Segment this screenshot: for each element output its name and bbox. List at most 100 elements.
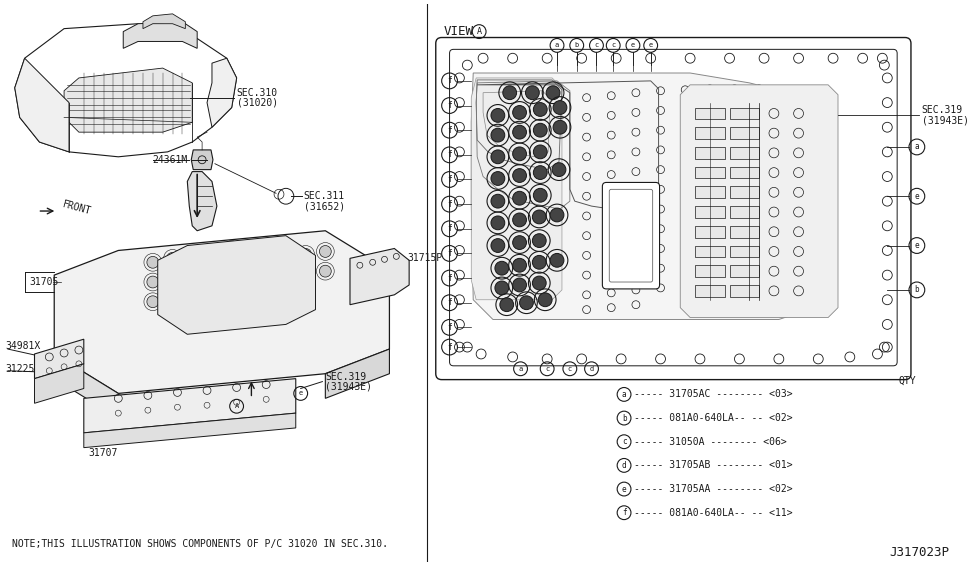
Circle shape xyxy=(526,86,539,100)
Polygon shape xyxy=(471,78,562,300)
Text: 31705: 31705 xyxy=(29,277,58,287)
Circle shape xyxy=(533,145,547,159)
Text: c: c xyxy=(622,437,626,446)
Polygon shape xyxy=(207,58,237,127)
Circle shape xyxy=(280,251,292,263)
Circle shape xyxy=(520,296,533,310)
Circle shape xyxy=(546,86,560,100)
Circle shape xyxy=(186,250,198,261)
Circle shape xyxy=(299,268,312,280)
Polygon shape xyxy=(34,364,84,404)
Bar xyxy=(695,127,724,139)
Text: e: e xyxy=(298,391,303,396)
Circle shape xyxy=(167,292,178,304)
Circle shape xyxy=(553,101,566,114)
Text: J317023P: J317023P xyxy=(889,546,950,559)
Text: f: f xyxy=(448,224,451,233)
Polygon shape xyxy=(34,339,84,379)
Polygon shape xyxy=(64,68,192,132)
Bar xyxy=(695,246,724,258)
Bar xyxy=(729,127,760,139)
Polygon shape xyxy=(15,58,69,152)
Bar xyxy=(729,285,760,297)
Circle shape xyxy=(320,265,332,277)
FancyBboxPatch shape xyxy=(603,182,659,289)
Polygon shape xyxy=(55,231,389,393)
Circle shape xyxy=(550,254,564,267)
Text: 31225: 31225 xyxy=(5,364,34,374)
Text: e: e xyxy=(915,192,919,201)
Text: d: d xyxy=(622,461,626,470)
Text: a: a xyxy=(555,42,559,49)
Text: SEC.311: SEC.311 xyxy=(303,191,345,201)
Polygon shape xyxy=(191,150,213,170)
Circle shape xyxy=(206,247,217,258)
Text: SEC.310: SEC.310 xyxy=(237,88,278,98)
Text: c: c xyxy=(595,42,599,49)
Bar xyxy=(695,285,724,297)
Text: 31715P: 31715P xyxy=(408,254,443,263)
Circle shape xyxy=(280,271,292,283)
Circle shape xyxy=(320,246,332,258)
Text: f: f xyxy=(622,508,626,517)
Bar xyxy=(695,265,724,277)
Circle shape xyxy=(538,293,552,307)
Text: f: f xyxy=(448,200,451,209)
Circle shape xyxy=(513,191,526,205)
Circle shape xyxy=(206,266,217,278)
Text: NOTE;THIS ILLUSTRATION SHOWS COMPONENTS OF P/C 31020 IN SEC.310.: NOTE;THIS ILLUSTRATION SHOWS COMPONENTS … xyxy=(12,539,388,549)
Text: f: f xyxy=(448,342,451,351)
Text: c: c xyxy=(567,366,572,372)
Circle shape xyxy=(513,147,526,161)
Text: ----- 081A0-640LA-- -- <02>: ----- 081A0-640LA-- -- <02> xyxy=(634,413,793,423)
Text: b: b xyxy=(574,42,579,49)
Circle shape xyxy=(533,166,547,179)
Text: (31020): (31020) xyxy=(237,97,278,108)
Text: ----- 31705AA -------- <02>: ----- 31705AA -------- <02> xyxy=(634,484,793,494)
Polygon shape xyxy=(187,171,216,231)
Text: ----- 081A0-640LA-- -- <11>: ----- 081A0-640LA-- -- <11> xyxy=(634,508,793,518)
Circle shape xyxy=(513,258,526,272)
Text: a: a xyxy=(622,390,626,399)
Circle shape xyxy=(533,188,547,202)
Circle shape xyxy=(491,128,505,142)
Text: SEC.319: SEC.319 xyxy=(921,105,963,115)
Text: f: f xyxy=(448,101,451,110)
FancyBboxPatch shape xyxy=(436,37,911,380)
Circle shape xyxy=(500,298,514,312)
Polygon shape xyxy=(681,85,838,318)
Bar xyxy=(729,206,760,218)
Text: f: f xyxy=(448,76,451,85)
Circle shape xyxy=(491,109,505,122)
Polygon shape xyxy=(55,354,118,418)
Text: f: f xyxy=(448,249,451,258)
Text: f: f xyxy=(448,175,451,184)
Text: ----- 31705AC -------- <03>: ----- 31705AC -------- <03> xyxy=(634,389,793,400)
Polygon shape xyxy=(158,235,316,335)
Polygon shape xyxy=(84,379,295,433)
Polygon shape xyxy=(84,413,295,448)
Circle shape xyxy=(299,248,312,260)
Circle shape xyxy=(260,254,272,266)
Circle shape xyxy=(495,261,509,275)
Circle shape xyxy=(495,281,509,295)
Text: ----- 31050A -------- <06>: ----- 31050A -------- <06> xyxy=(634,437,787,447)
Text: d: d xyxy=(590,366,594,372)
Bar xyxy=(695,186,724,198)
Circle shape xyxy=(260,274,272,286)
Circle shape xyxy=(532,255,546,269)
Text: (31652): (31652) xyxy=(303,201,345,211)
Bar xyxy=(695,108,724,119)
Text: 34981X: 34981X xyxy=(5,341,40,351)
Text: c: c xyxy=(545,366,549,372)
Bar xyxy=(729,108,760,119)
Bar xyxy=(695,166,724,178)
Circle shape xyxy=(513,169,526,182)
Text: f: f xyxy=(448,323,451,332)
Text: b: b xyxy=(915,285,919,294)
Circle shape xyxy=(533,102,547,117)
Circle shape xyxy=(147,256,159,268)
Circle shape xyxy=(186,269,198,281)
Bar xyxy=(729,186,760,198)
Bar xyxy=(729,226,760,238)
